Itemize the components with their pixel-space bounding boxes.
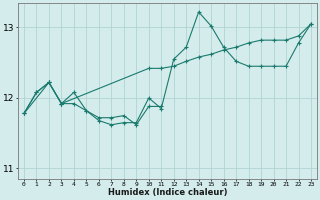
X-axis label: Humidex (Indice chaleur): Humidex (Indice chaleur)	[108, 188, 227, 197]
